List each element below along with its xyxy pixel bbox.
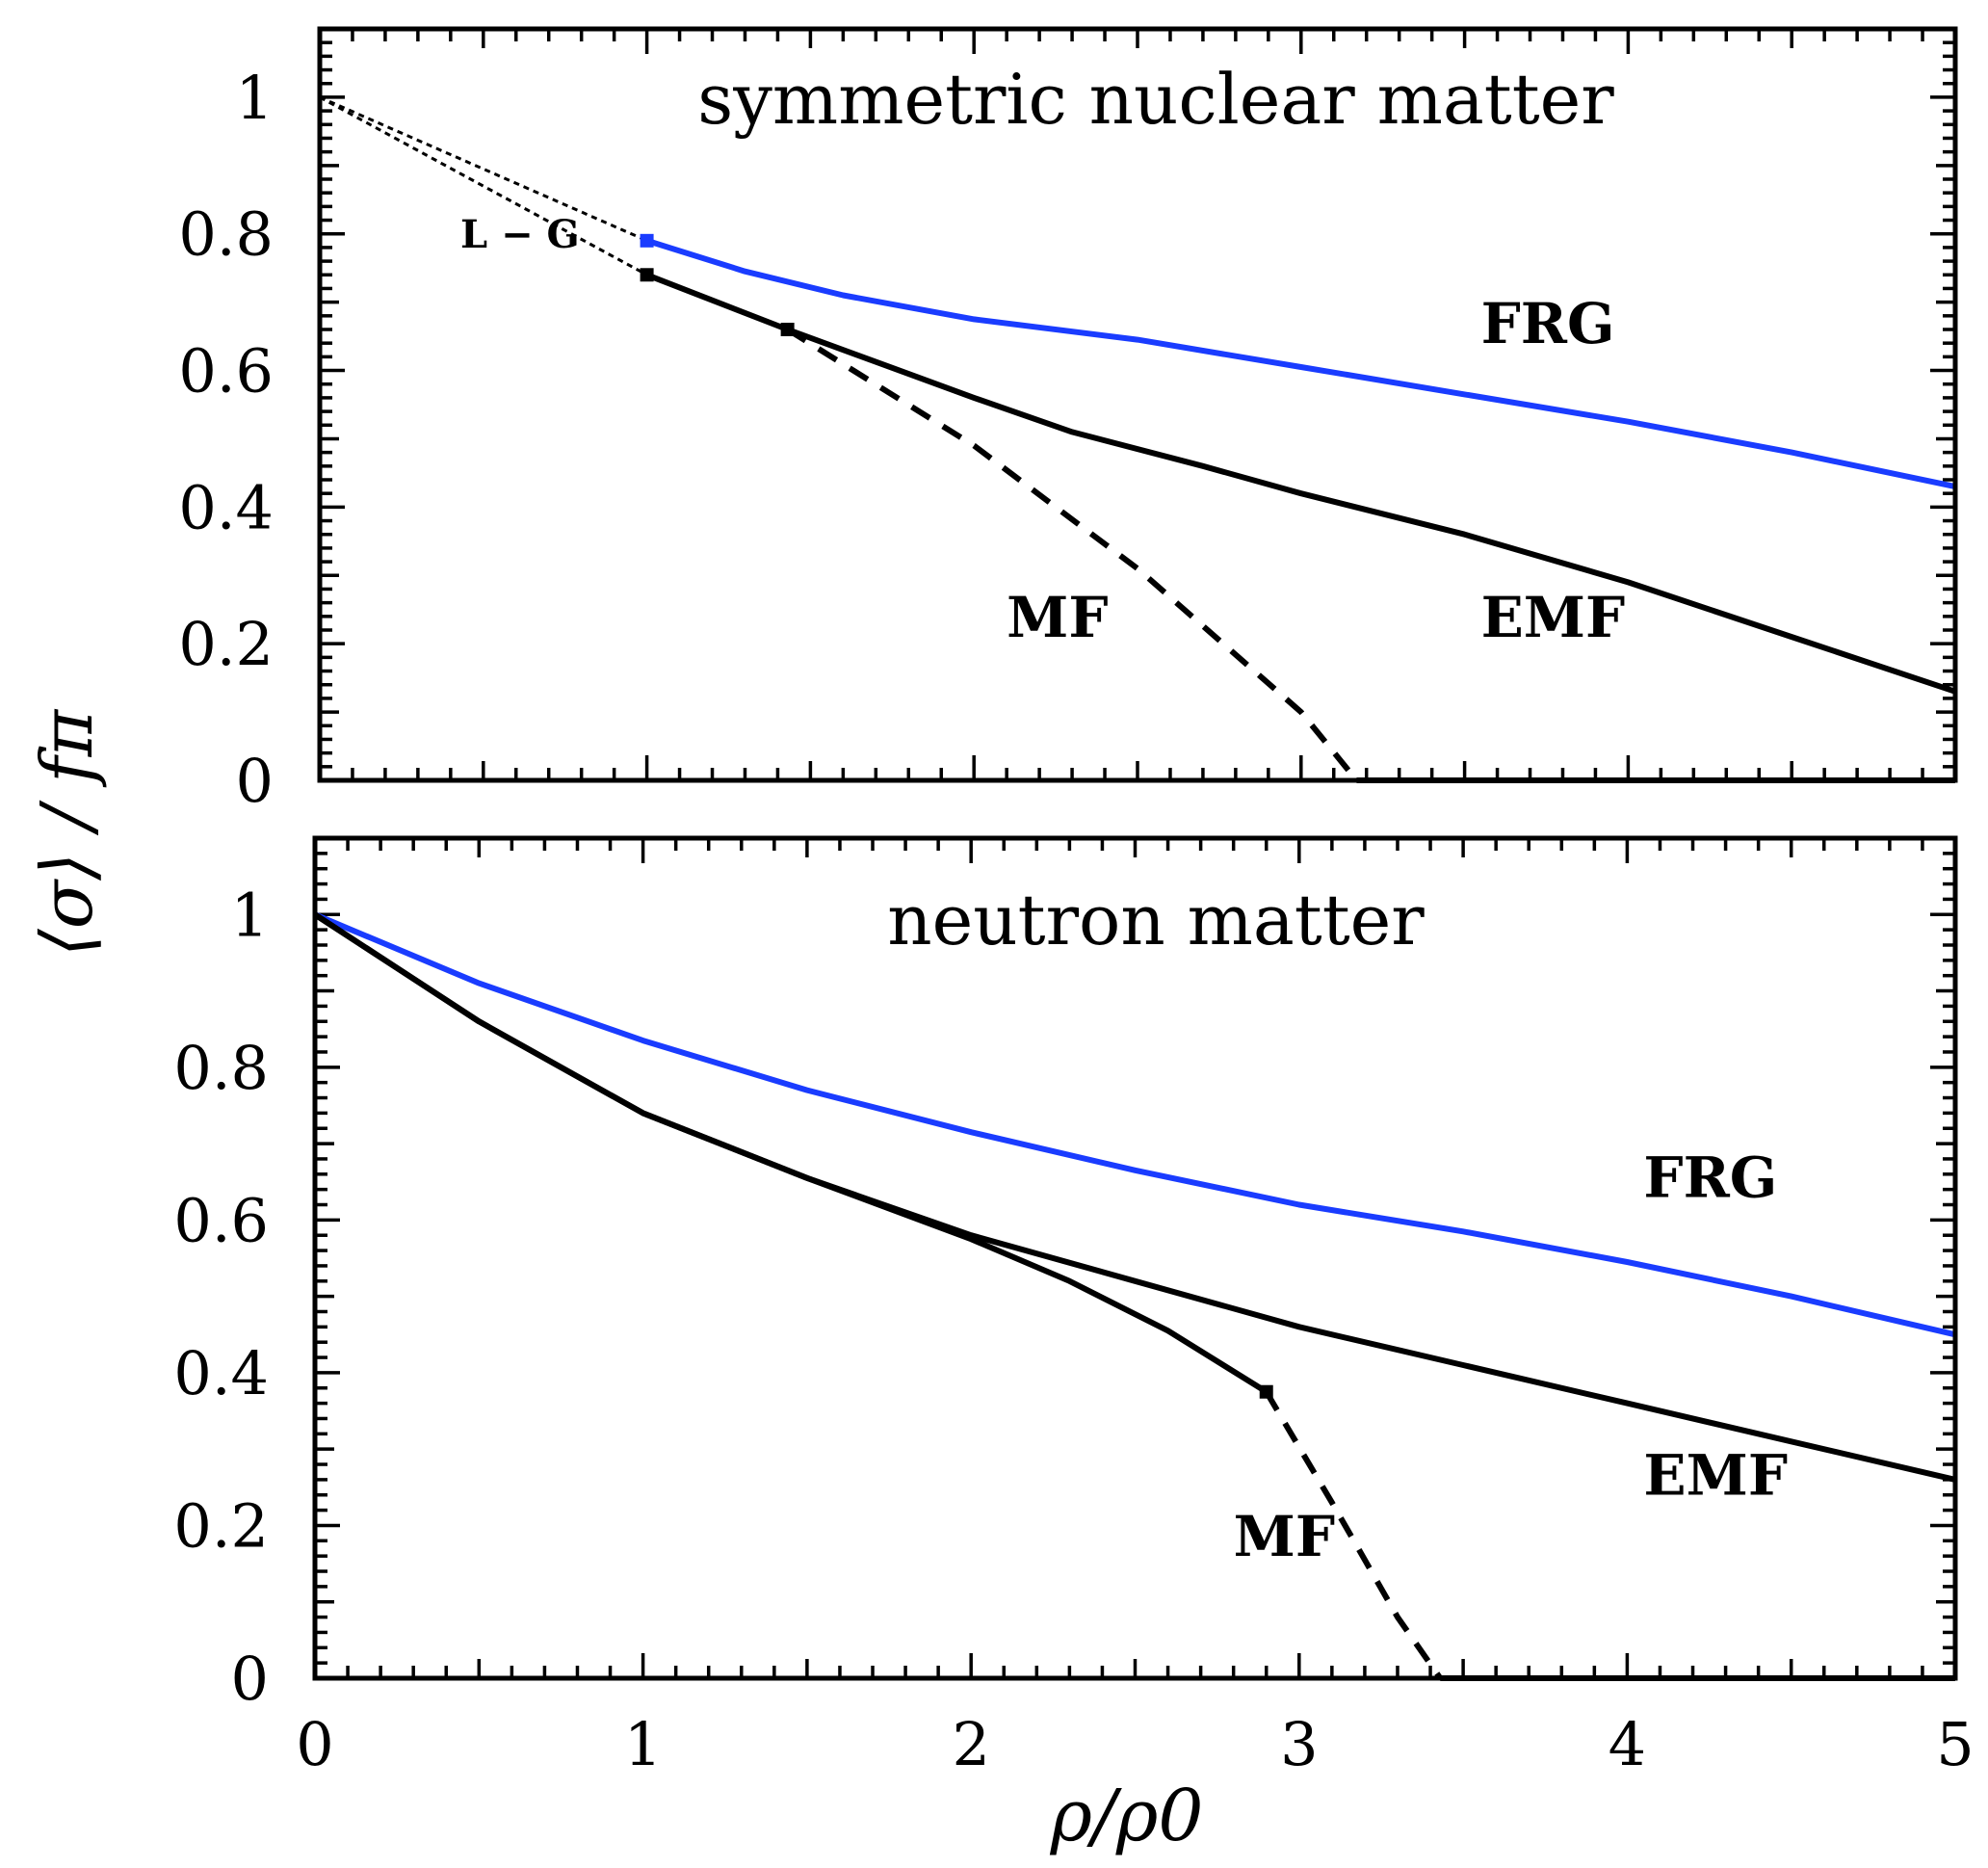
annotation-label: FRG [1481,291,1615,356]
series-frg [645,237,1956,490]
y-tick-label: 0.8 [173,1033,269,1103]
y-tick-label: 0.8 [178,199,274,270]
series-l-g-lower [319,95,648,276]
series-emf [645,272,1956,695]
y-tick-label: 0.2 [178,609,274,679]
annotation-label: EMF [1481,585,1626,650]
y-tick-label: 0.4 [173,1338,269,1408]
panel-neutron-matter: 0 0.2 0.4 0.6 0.8 1 neutron matter FRG EMF MF 0… [173,835,1975,1779]
annotation-label: L − G [460,212,580,257]
y-tick-label: 0.6 [173,1185,269,1255]
y-tick-label: 0.6 [178,336,274,407]
endpoint-marker [1259,1384,1273,1399]
series-mf [313,911,1269,1395]
series-mf [786,327,1359,782]
panel-title-neutron: neutron matter [887,880,1425,960]
series-frg [313,911,1956,1338]
endpoint-marker [640,233,654,248]
y-tick-label: 0 [236,746,274,816]
plot-frame [317,26,1958,783]
y-tick-label: 0 [231,1644,269,1714]
annotation-label: MF [1007,585,1108,650]
x-tick-label: 1 [624,1709,662,1779]
x-axis-label: ρ/ρ0 [1049,1775,1203,1857]
y-tick-label: 0.2 [173,1490,269,1561]
panel-symmetric-nuclear-matter: 00.20.40.60.81 symmetric nuclear matter … [178,26,1958,816]
y-tick-label: 1 [231,880,269,950]
x-tick-label: 2 [952,1709,989,1779]
annotation-label: EMF [1643,1443,1788,1509]
x-tick-label: 3 [1280,1709,1318,1779]
x-tick-label: 5 [1936,1709,1974,1779]
series-mf-dashed [1264,1390,1443,1680]
annotation-label: MF [1234,1504,1335,1569]
annotation-label: FRG [1643,1145,1777,1211]
y-axis-label: ⟨σ⟩ / fπ [26,709,109,958]
endpoint-marker [640,268,654,282]
x-tick-label: 4 [1609,1709,1646,1779]
x-tick-label: 0 [296,1709,333,1779]
y-axis-label-text: ⟨σ⟩ / fπ [26,709,109,958]
series-l-g-upper [319,95,648,243]
y-tick-label: 0.4 [178,472,274,542]
panel-title-symmetric: symmetric nuclear matter [697,59,1614,140]
plot-frame [312,835,1958,1681]
y-tick-label: 1 [236,63,274,133]
endpoint-marker [780,323,795,336]
